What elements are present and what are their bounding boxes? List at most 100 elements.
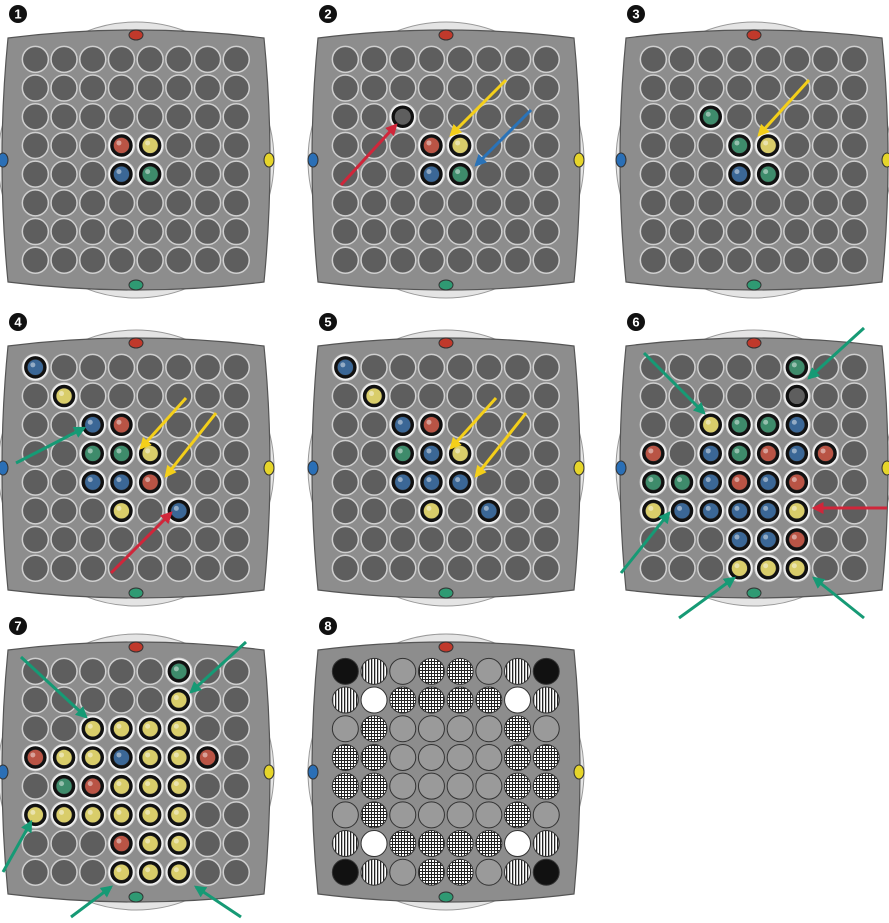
cell — [331, 189, 360, 217]
piece — [27, 749, 44, 766]
cell — [668, 103, 696, 131]
piece — [423, 165, 440, 183]
cell — [193, 657, 222, 686]
cell — [503, 353, 532, 382]
piece-shine — [734, 419, 740, 425]
piece-shine — [791, 534, 797, 540]
piece — [759, 445, 777, 462]
piece-shine — [59, 781, 65, 787]
arrow — [189, 640, 248, 694]
piece — [27, 806, 44, 824]
piece-shine — [677, 505, 683, 511]
piece-shine — [30, 362, 36, 368]
piece-shine — [173, 838, 179, 844]
cell — [360, 468, 388, 496]
piece-shine — [145, 867, 151, 873]
cell — [79, 829, 107, 858]
arrow — [619, 511, 671, 574]
cell — [639, 554, 668, 582]
cell — [417, 382, 446, 410]
piece — [141, 137, 159, 154]
cell — [79, 189, 107, 217]
arrow — [449, 78, 508, 137]
piece-shine — [116, 505, 122, 511]
step-badge — [9, 313, 27, 331]
piece-shine — [734, 448, 740, 454]
cell — [783, 160, 811, 188]
piece — [113, 835, 130, 852]
piece — [480, 502, 498, 520]
cell — [360, 743, 388, 771]
piece — [170, 691, 188, 709]
piece-shine — [791, 419, 797, 425]
piece-shine — [173, 752, 179, 758]
cell — [475, 657, 503, 685]
cell — [532, 801, 560, 829]
cell — [165, 439, 193, 468]
piece-shine — [116, 867, 122, 873]
cell — [79, 103, 107, 131]
arrow — [642, 351, 706, 415]
piece-shine — [677, 477, 683, 483]
cell — [754, 189, 782, 217]
cell — [193, 160, 222, 188]
step-number: 3 — [632, 7, 639, 22]
cell — [840, 468, 868, 496]
piece-shine — [173, 723, 179, 729]
piece-shine — [116, 419, 122, 425]
board — [615, 21, 889, 299]
cell — [532, 45, 560, 74]
cell — [840, 525, 868, 554]
piece — [788, 559, 806, 577]
cell — [107, 45, 136, 74]
cell — [222, 743, 250, 772]
piece — [55, 777, 73, 795]
cell — [811, 131, 840, 160]
piece-shine — [734, 563, 740, 569]
cell — [79, 657, 107, 686]
cell — [840, 554, 868, 582]
cell — [783, 189, 811, 217]
piece-shine — [734, 169, 740, 175]
cell — [697, 74, 725, 102]
cell — [840, 131, 868, 160]
cell — [193, 686, 222, 714]
piece-shine — [340, 362, 346, 368]
cell — [503, 160, 532, 188]
piece — [55, 806, 73, 824]
cell — [331, 382, 360, 410]
cell — [783, 45, 811, 74]
step-badge — [9, 617, 27, 635]
piece — [759, 502, 777, 520]
cell — [331, 497, 360, 525]
cell — [504, 801, 532, 829]
cell — [222, 554, 250, 582]
cell — [417, 554, 446, 582]
cell — [107, 74, 136, 102]
cell — [389, 657, 417, 685]
cell — [193, 525, 222, 554]
cell — [446, 657, 474, 685]
cell — [360, 858, 388, 886]
piece — [55, 749, 73, 766]
cell — [504, 772, 532, 800]
piece-shine — [763, 505, 769, 511]
cell — [193, 353, 222, 382]
cell — [532, 246, 560, 274]
cell — [389, 858, 417, 886]
cell — [475, 160, 503, 188]
cell — [21, 686, 50, 714]
piece — [113, 137, 130, 154]
piece-shine — [763, 477, 769, 483]
piece — [141, 749, 159, 766]
piece-shine — [87, 419, 93, 425]
cell — [222, 45, 250, 74]
cell — [417, 103, 446, 131]
cell — [639, 217, 668, 246]
cell — [360, 246, 388, 274]
cell — [79, 246, 107, 274]
home-green — [438, 279, 454, 291]
cell — [222, 829, 250, 858]
piece — [365, 387, 383, 405]
piece — [788, 445, 806, 462]
